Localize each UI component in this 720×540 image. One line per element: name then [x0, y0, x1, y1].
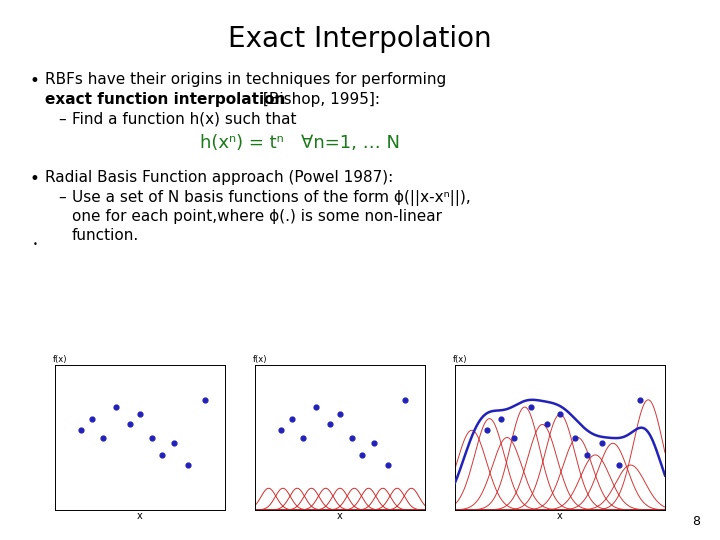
Point: [199, 395, 210, 404]
Point: [124, 420, 135, 429]
Text: Radial Basis Function approach (Powel 1987):: Radial Basis Function approach (Powel 19…: [45, 170, 393, 185]
Text: 8: 8: [692, 515, 700, 528]
Point: [182, 461, 194, 469]
Point: [582, 450, 593, 459]
Point: [346, 433, 358, 442]
Text: [Bishop, 1995]:: [Bishop, 1995]:: [258, 92, 380, 107]
Point: [569, 433, 580, 442]
X-axis label: x: x: [137, 511, 143, 522]
Point: [634, 395, 646, 404]
Point: [275, 426, 287, 435]
Point: [334, 410, 346, 418]
Point: [368, 439, 379, 448]
Text: f(x): f(x): [453, 355, 467, 363]
Point: [554, 410, 566, 418]
Text: exact function interpolation: exact function interpolation: [45, 92, 285, 107]
Point: [508, 433, 520, 442]
Text: •: •: [30, 72, 40, 90]
Point: [86, 414, 98, 423]
Point: [297, 433, 308, 442]
Text: h(xⁿ) = tⁿ   ∀n=1, … N: h(xⁿ) = tⁿ ∀n=1, … N: [200, 134, 400, 152]
Point: [596, 439, 608, 448]
Text: Find a function h(x) such that: Find a function h(x) such that: [72, 112, 297, 127]
Point: [75, 426, 86, 435]
Point: [525, 403, 536, 411]
Text: f(x): f(x): [253, 355, 268, 363]
Point: [134, 410, 145, 418]
Point: [541, 420, 553, 429]
Point: [287, 414, 298, 423]
Text: one for each point,where ϕ(.) is some non-linear: one for each point,where ϕ(.) is some no…: [72, 209, 442, 224]
Point: [356, 450, 368, 459]
Point: [310, 403, 322, 411]
Point: [495, 414, 507, 423]
Point: [382, 461, 393, 469]
Text: •: •: [33, 240, 38, 249]
Text: Use a set of N basis functions of the form ϕ(||x-xⁿ||),: Use a set of N basis functions of the fo…: [72, 190, 471, 206]
Point: [110, 403, 122, 411]
Point: [156, 450, 168, 459]
Text: –: –: [58, 190, 66, 205]
Text: –: –: [58, 112, 66, 127]
Point: [481, 426, 492, 435]
Text: Exact Interpolation: Exact Interpolation: [228, 25, 492, 53]
Text: •: •: [30, 170, 40, 188]
Text: function.: function.: [72, 228, 139, 243]
X-axis label: x: x: [557, 511, 563, 522]
Point: [146, 433, 158, 442]
Text: f(x): f(x): [53, 355, 68, 363]
Point: [399, 395, 410, 404]
Point: [613, 461, 624, 469]
Point: [168, 439, 180, 448]
Text: RBFs have their origins in techniques for performing: RBFs have their origins in techniques fo…: [45, 72, 446, 87]
Point: [96, 433, 109, 442]
X-axis label: x: x: [337, 511, 343, 522]
Point: [324, 420, 336, 429]
